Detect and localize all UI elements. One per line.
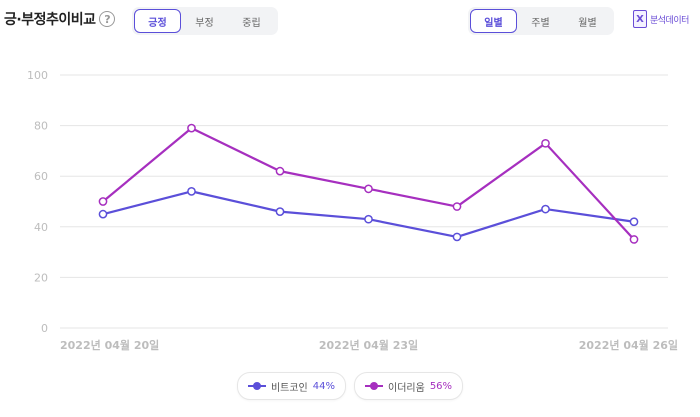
legend-label: 비트코인 xyxy=(270,382,308,394)
data-point-ethereum xyxy=(187,123,196,133)
data-point-bitcoin xyxy=(275,207,285,216)
sentiment-tab-group: 긍정 부정 중립 xyxy=(132,7,278,35)
data-point-bitcoin xyxy=(364,214,373,224)
export-data-button[interactable]: X 분석데이터 xyxy=(633,10,689,28)
legend-label: 이더리움 xyxy=(388,382,425,394)
data-point-ethereum xyxy=(275,166,285,176)
chart-header: 긍·부정추이비교 ? xyxy=(4,9,116,29)
legend-percent: 44% xyxy=(312,380,335,392)
tab-monthly[interactable]: 월별 xyxy=(578,17,597,29)
data-point-ethereum xyxy=(629,235,639,244)
tab-positive[interactable]: 긍정 xyxy=(134,9,181,33)
tab-weekly[interactable]: 주별 xyxy=(531,17,550,29)
data-point-ethereum xyxy=(452,202,462,211)
y-tick-label: 40 xyxy=(34,221,48,234)
page-title: 긍·부정추이비교 xyxy=(4,12,96,28)
chart-legend: 비트코인 44% 이더리움 56% xyxy=(0,372,700,400)
legend-item-bitcoin[interactable]: 비트코인 44% xyxy=(236,372,346,400)
data-point-bitcoin xyxy=(541,204,550,214)
x-tick-label: 2022년 04월 23일 xyxy=(319,338,418,352)
data-point-bitcoin xyxy=(629,217,639,227)
legend-percent: 56% xyxy=(429,380,453,392)
tab-neutral[interactable]: 중립 xyxy=(242,17,261,29)
help-icon[interactable]: ? xyxy=(99,11,116,27)
x-tick-label: 2022년 04월 20일 xyxy=(60,338,159,352)
export-data-label: 분석데이터 xyxy=(650,15,689,26)
tab-daily[interactable]: 일별 xyxy=(470,9,517,33)
y-tick-label: 20 xyxy=(34,271,48,284)
line-chart: 0 20 40 60 80 100 2022년 04월 20일 2022년 04월 23일 20… xyxy=(27,69,678,352)
period-tab-group: 일별 주별 월별 xyxy=(468,7,614,35)
data-point-ethereum xyxy=(364,184,373,194)
legend-marker-icon xyxy=(247,381,266,391)
y-tick-label: 80 xyxy=(34,120,48,133)
y-tick-label: 60 xyxy=(34,170,48,183)
tab-negative[interactable]: 부정 xyxy=(195,17,214,29)
data-point-bitcoin xyxy=(187,187,196,196)
data-point-bitcoin xyxy=(452,232,462,242)
excel-icon: X xyxy=(633,10,647,28)
legend-marker-icon xyxy=(365,381,383,391)
series-line-bitcoin xyxy=(102,190,635,239)
data-point-ethereum xyxy=(541,138,550,148)
data-point-ethereum xyxy=(98,197,108,206)
x-tick-label: 2022년 04월 26일 xyxy=(579,338,678,352)
legend-item-ethereum[interactable]: 이더리움 56% xyxy=(354,372,464,400)
y-tick-label: 100 xyxy=(27,69,48,82)
y-tick-label: 0 xyxy=(41,322,48,335)
data-point-bitcoin xyxy=(98,209,108,219)
